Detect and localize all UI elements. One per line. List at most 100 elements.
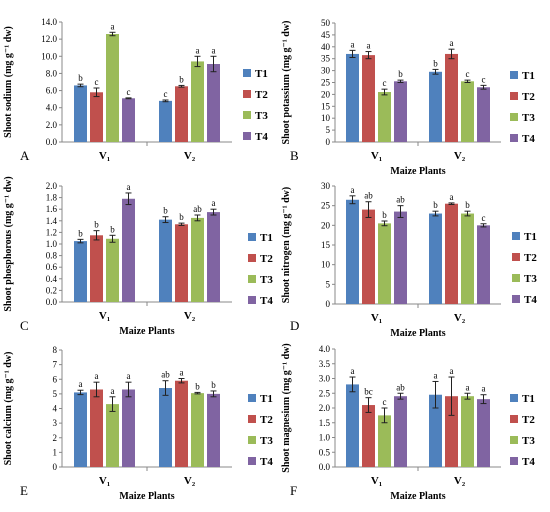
significance-letter: c <box>482 213 486 223</box>
y-tick-label: 3.5 <box>319 359 331 369</box>
y-tick-label: 20 <box>321 89 331 99</box>
y-tick-label: 1.2 <box>46 227 57 237</box>
panel-letter: B <box>290 148 299 163</box>
significance-letter: a <box>79 379 83 389</box>
y-tick-label: 0 <box>326 299 331 309</box>
bar <box>159 219 172 302</box>
legend-label: T2 <box>524 252 537 264</box>
significance-letter: b <box>78 228 83 238</box>
y-tick-label: 6 <box>53 374 58 384</box>
significance-letter: a <box>466 382 470 392</box>
bar <box>429 71 442 142</box>
significance-letter: a <box>196 45 200 55</box>
legend-swatch <box>512 232 520 240</box>
significance-letter: a <box>212 45 216 55</box>
bar <box>461 213 474 304</box>
bar <box>445 396 458 467</box>
significance-letter: b <box>382 210 387 220</box>
significance-letter: c <box>383 78 387 88</box>
legend-swatch <box>512 253 520 261</box>
legend-swatch <box>510 436 518 444</box>
y-tick-label: 0.0 <box>46 297 58 307</box>
significance-letter: a <box>351 39 355 49</box>
x-axis-label: Maize Plants <box>390 491 445 502</box>
legend-swatch <box>248 436 256 444</box>
bar <box>106 238 119 302</box>
bar <box>445 53 458 142</box>
significance-letter: c <box>95 77 99 87</box>
significance-letter: a <box>212 198 216 208</box>
legend-label: T4 <box>260 295 273 307</box>
legend-label: T3 <box>524 273 537 285</box>
significance-letter: a <box>127 182 131 192</box>
y-tick-label: 3.0 <box>319 374 331 384</box>
y-axis-label: Shoot magnesium (mg g⁻¹ dw) <box>281 343 292 472</box>
y-tick-label: 2.0 <box>46 181 58 191</box>
legend-label: T2 <box>522 91 535 103</box>
y-tick-label: 40 <box>321 42 331 52</box>
x-tick-label: V₁ <box>371 475 382 487</box>
y-tick-label: 2.5 <box>319 388 331 398</box>
bar <box>461 81 474 142</box>
legend: T1 T2 T3 T4 <box>248 393 273 468</box>
x-tick-label: V₁ <box>99 310 110 322</box>
panel-A: 0.0 2.0 4.0 6.0 8.0 10.0 12.0 14.0 V₁ b c a c V₂ c b a a S… <box>3 17 268 163</box>
legend-label: T3 <box>255 110 268 122</box>
y-tick-label: 6.0 <box>46 86 58 96</box>
y-axis-label: Shoot nitrogen (mg g⁻¹ dw) <box>281 187 292 303</box>
y-tick-label: 15 <box>321 101 331 111</box>
y-tick-label: 20 <box>321 220 331 230</box>
panel-letter: D <box>290 318 299 333</box>
y-tick-label: 0.4 <box>46 274 58 284</box>
significance-letter: b <box>195 381 200 391</box>
y-tick-label: 25 <box>321 78 331 88</box>
significance-letter: a <box>127 371 131 381</box>
y-tick-label: 4.0 <box>319 344 331 354</box>
bar <box>394 211 407 304</box>
x-axis-label: Maize Plants <box>390 166 445 177</box>
y-tick-label: 14.0 <box>41 17 57 27</box>
significance-letter: b <box>433 58 438 68</box>
significance-letter: a <box>180 368 184 378</box>
legend-swatch <box>248 394 256 402</box>
legend-swatch <box>510 457 518 465</box>
y-tick-label: 30 <box>321 181 331 191</box>
legend-label: T2 <box>260 414 273 426</box>
bar <box>122 389 135 467</box>
legend-swatch <box>243 90 251 98</box>
significance-letter: ab <box>396 382 405 392</box>
legend-swatch <box>510 134 518 142</box>
legend-swatch <box>248 296 256 304</box>
bar <box>191 217 204 302</box>
significance-letter: b <box>110 224 115 234</box>
bar <box>74 392 87 467</box>
y-tick-label: 45 <box>321 30 331 40</box>
y-tick-label: 5 <box>53 389 58 399</box>
legend-swatch <box>243 132 251 140</box>
x-tick-label: V₁ <box>99 150 110 162</box>
bar <box>159 100 172 142</box>
y-tick-label: 8.0 <box>46 68 58 78</box>
bar <box>429 213 442 304</box>
bar <box>175 86 188 142</box>
bar <box>429 394 442 467</box>
significance-letter: c <box>482 74 486 84</box>
bar <box>477 399 490 467</box>
legend: T1 T2 T3 T4 <box>248 232 273 307</box>
y-tick-label: 1 <box>53 447 58 457</box>
significance-letter: b <box>433 200 438 210</box>
bar <box>122 198 135 302</box>
bar <box>378 415 391 467</box>
y-tick-label: 2.0 <box>319 403 331 413</box>
y-tick-label: 2 <box>53 433 58 443</box>
x-tick-label: V₂ <box>184 310 196 322</box>
y-tick-label: 4 <box>53 404 58 414</box>
legend-swatch <box>248 457 256 465</box>
bar <box>122 98 135 142</box>
bar <box>90 389 103 467</box>
y-tick-label: 30 <box>321 66 331 76</box>
significance-letter: b <box>179 212 184 222</box>
bar <box>74 85 87 142</box>
